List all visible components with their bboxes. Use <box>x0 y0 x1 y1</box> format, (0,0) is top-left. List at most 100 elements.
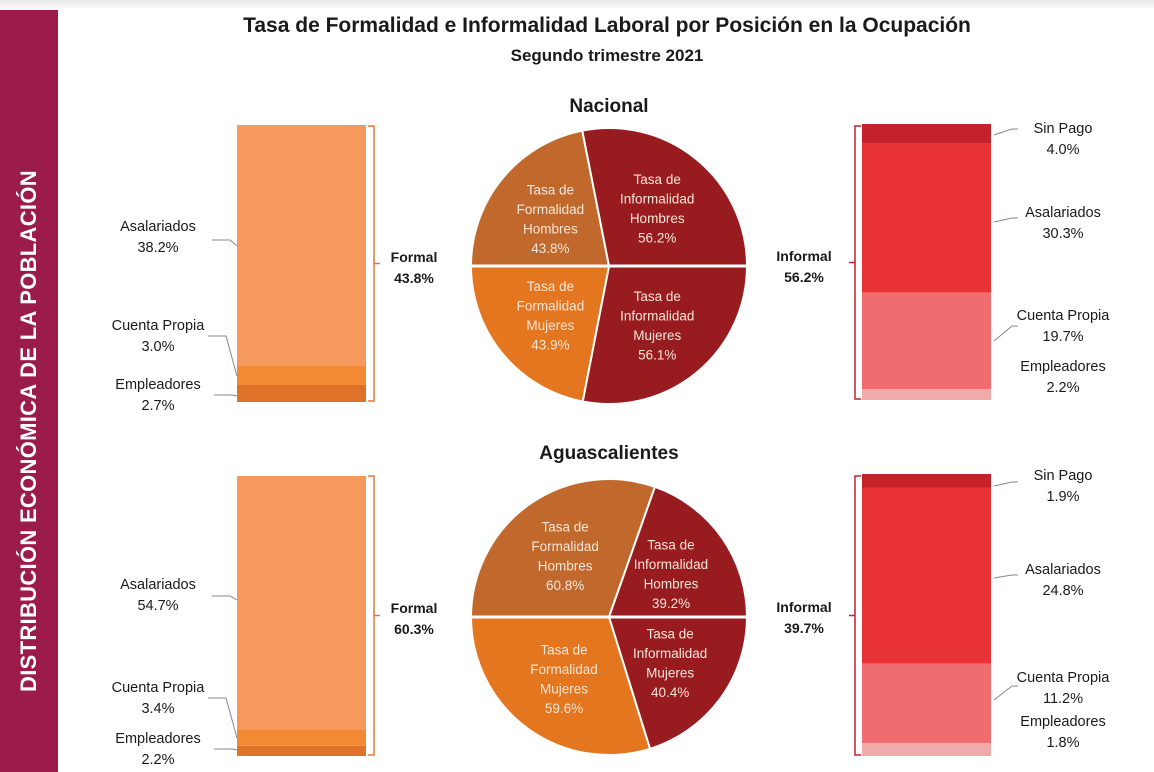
pie-label-informal-hombres-nacional-line-3: 56.2% <box>638 230 676 245</box>
pie-label-informal-mujeres-nacional-line-1: Informalidad <box>620 309 694 324</box>
informal-label-value-sin_pago-aguascalientes: 1.9% <box>1046 489 1079 505</box>
top-shadow-bar <box>0 0 1154 10</box>
informal-leader-line-asalariados-nacional <box>993 217 1018 223</box>
pie-slice-formal-mujeres-aguascalientes <box>469 616 652 756</box>
informal-bracket-nacional <box>849 125 861 400</box>
pie-label-informal-hombres-aguascalientes-line-2: Hombres <box>644 577 699 592</box>
pie-label-formal-hombres-nacional-line-2: Hombres <box>523 221 578 236</box>
pie-slice-informal-hombres-aguascalientes <box>607 485 749 618</box>
informal-label-name-sin_pago-aguascalientes: Sin Pago <box>1034 468 1093 484</box>
pie-label-informal-hombres-aguascalientes-line-0: Tasa de <box>647 538 694 553</box>
pie-label-informal-hombres-nacional-line-1: Informalidad <box>620 191 694 206</box>
formal-leader-line-asalariados-nacional <box>212 239 238 247</box>
pie-slice-formal-hombres-aguascalientes <box>469 478 657 618</box>
informal-bar-segment-cuenta_propia-nacional <box>862 292 991 390</box>
informal-label-value-cuenta_propia-aguascalientes: 11.2% <box>1043 691 1083 707</box>
formal-label-value-empleadores-aguascalientes: 2.2% <box>141 752 174 768</box>
chart-title: Tasa de Formalidad e Informalidad Labora… <box>243 14 971 37</box>
formal-label-value-asalariados-aguascalientes: 54.7% <box>137 598 178 614</box>
informal-bar-segment-asalariados-nacional <box>862 143 991 293</box>
pie-label-formal-hombres-aguascalientes-line-0: Tasa de <box>542 520 589 535</box>
pie-label-formal-mujeres-nacional-line-2: Mujeres <box>526 318 574 333</box>
informal-bar-segment-sin_pago-nacional <box>862 124 991 144</box>
pie-label-formal-hombres-aguascalientes-line-1: Formalidad <box>531 539 599 554</box>
pie-label-informal-hombres-aguascalientes-line-3: 39.2% <box>652 596 690 611</box>
formal-bar-segment-empleadores-nacional <box>237 384 366 402</box>
pie-label-formal-hombres-aguascalientes-line-2: Hombres <box>538 559 593 574</box>
formal-bracket-nacional <box>368 125 380 402</box>
pie-slice-informal-hombres-nacional <box>581 127 749 267</box>
formal-label-name-asalariados-nacional: Asalariados <box>120 219 196 235</box>
informal-label-value-sin_pago-nacional: 4.0% <box>1046 142 1079 158</box>
pie-label-formal-hombres-aguascalientes-line-3: 60.8% <box>546 578 584 593</box>
informal-leader-line-sin_pago-aguascalientes <box>993 481 1018 487</box>
informal-bar-segment-sin_pago-aguascalientes <box>862 474 991 488</box>
pie-label-formal-hombres-nacional-line-3: 43.8% <box>531 241 569 256</box>
formal-label-value-cuenta_propia-nacional: 3.0% <box>141 339 174 355</box>
pie-label-informal-hombres-nacional-line-2: Hombres <box>630 211 685 226</box>
formal-leader-line-asalariados-aguascalientes <box>212 595 238 601</box>
informal-label-value-asalariados-nacional: 30.3% <box>1042 226 1083 242</box>
informal-label-name-asalariados-aguascalientes: Asalariados <box>1025 562 1101 578</box>
informal-label-value-asalariados-aguascalientes: 24.8% <box>1042 583 1083 599</box>
informal-total-value-aguascalientes: 39.7% <box>784 620 824 636</box>
formal-label-value-asalariados-nacional: 38.2% <box>137 240 178 256</box>
formal-leader-line-cuenta_propia-nacional <box>208 335 238 377</box>
informal-label-value-cuenta_propia-nacional: 19.7% <box>1042 329 1083 345</box>
pie-label-informal-mujeres-aguascalientes-line-3: 40.4% <box>651 685 689 700</box>
formal-bracket-aguascalientes <box>368 475 380 756</box>
informal-bar-segment-empleadores-aguascalientes <box>862 743 991 756</box>
pie-label-informal-mujeres-aguascalientes-line-2: Mujeres <box>646 665 694 680</box>
pie-label-informal-mujeres-aguascalientes-line-0: Tasa de <box>646 626 693 641</box>
pie-label-formal-mujeres-aguascalientes-line-2: Mujeres <box>540 682 588 697</box>
formal-total-label-nacional: Formal <box>391 249 438 265</box>
formal-label-name-empleadores-nacional: Empleadores <box>115 377 200 393</box>
informal-label-name-sin_pago-nacional: Sin Pago <box>1034 121 1093 137</box>
pie-slice-formal-mujeres-nacional <box>469 265 611 403</box>
pie-slice-informal-mujeres-aguascalientes <box>607 616 749 751</box>
informal-label-name-empleadores-aguascalientes: Empleadores <box>1020 714 1105 730</box>
formal-bar-segment-empleadores-aguascalientes <box>237 745 366 756</box>
informal-bar-segment-asalariados-aguascalientes <box>862 487 991 664</box>
formal-label-name-cuenta_propia-aguascalientes: Cuenta Propia <box>112 680 206 696</box>
pie-label-formal-hombres-nacional-line-0: Tasa de <box>527 182 574 197</box>
formal-leader-line-empleadores-aguascalientes <box>214 748 238 751</box>
pie-label-formal-hombres-nacional-line-1: Formalidad <box>517 202 585 217</box>
formal-total-value-aguascalientes: 60.3% <box>394 621 434 637</box>
pie-label-informal-hombres-aguascalientes-line-1: Informalidad <box>634 557 708 572</box>
pie-label-formal-mujeres-nacional-line-3: 43.9% <box>531 337 569 352</box>
informal-total-label-nacional: Informal <box>776 248 831 264</box>
formal-label-name-empleadores-aguascalientes: Empleadores <box>115 731 200 747</box>
informal-leader-line-asalariados-aguascalientes <box>993 574 1018 579</box>
formal-label-name-cuenta_propia-nacional: Cuenta Propia <box>112 318 206 334</box>
sidebar-band: DISTRIBUCIÓN ECONÓMICA DE LA POBLACIÓN <box>0 10 58 772</box>
pie-label-informal-mujeres-nacional-line-3: 56.1% <box>638 348 676 363</box>
informal-total-value-nacional: 56.2% <box>784 269 824 285</box>
chart-subtitle: Segundo trimestre 2021 <box>510 46 704 65</box>
informal-total-label-aguascalientes: Informal <box>776 599 831 615</box>
pie-label-formal-mujeres-aguascalientes-line-3: 59.6% <box>545 701 583 716</box>
formal-total-value-nacional: 43.8% <box>394 270 434 286</box>
formal-bar-segment-asalariados-aguascalientes <box>237 476 366 730</box>
formal-label-name-asalariados-aguascalientes: Asalariados <box>120 577 196 593</box>
pie-label-formal-mujeres-aguascalientes-line-0: Tasa de <box>540 643 587 658</box>
informal-leader-line-cuenta_propia-nacional <box>993 325 1018 342</box>
pie-label-formal-mujeres-nacional-line-0: Tasa de <box>527 279 574 294</box>
formal-leader-line-empleadores-nacional <box>214 394 238 397</box>
formal-label-value-cuenta_propia-aguascalientes: 3.4% <box>141 701 174 717</box>
informal-bar-segment-empleadores-nacional <box>862 389 991 400</box>
region-title-nacional: Nacional <box>569 96 648 117</box>
pie-slice-informal-mujeres-nacional <box>581 265 749 405</box>
pie-slice-formal-hombres-nacional <box>469 129 611 267</box>
pie-label-informal-hombres-nacional-line-0: Tasa de <box>634 172 681 187</box>
formal-total-label-aguascalientes: Formal <box>391 600 438 616</box>
formal-bar-segment-cuenta_propia-aguascalientes <box>237 729 366 746</box>
informal-leader-line-sin_pago-nacional <box>993 128 1018 136</box>
informal-label-name-cuenta_propia-nacional: Cuenta Propia <box>1017 308 1111 324</box>
informal-bar-segment-cuenta_propia-aguascalientes <box>862 663 991 744</box>
pie-label-informal-mujeres-nacional-line-0: Tasa de <box>634 289 681 304</box>
informal-label-name-empleadores-nacional: Empleadores <box>1020 359 1105 375</box>
pie-label-formal-mujeres-aguascalientes-line-1: Formalidad <box>530 662 598 677</box>
formal-bar-segment-cuenta_propia-nacional <box>237 366 366 385</box>
